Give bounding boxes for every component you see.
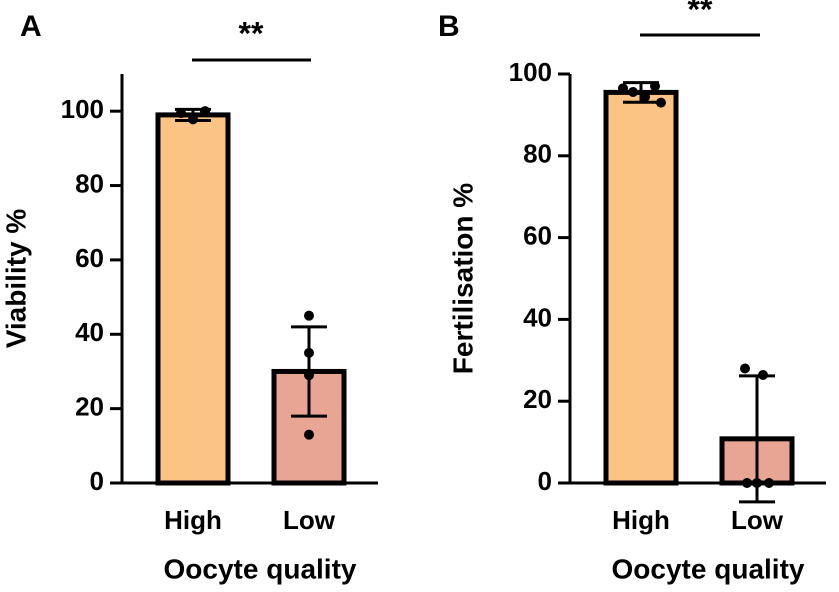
y-tick-label: 80 — [75, 168, 104, 198]
data-point — [628, 86, 638, 97]
data-point — [764, 478, 774, 488]
x-tick-label: High — [164, 505, 222, 535]
data-point — [176, 108, 186, 119]
y-tick-label: 40 — [523, 302, 552, 332]
y-tick-label: 20 — [523, 384, 552, 414]
x-axis-label: Oocyte quality — [612, 553, 805, 584]
x-tick-label: High — [612, 505, 670, 535]
data-point — [752, 478, 762, 488]
panel-label: A — [20, 10, 42, 43]
data-point — [304, 429, 314, 440]
y-axis-label: Viability % — [0, 209, 31, 349]
significance-label: ** — [239, 15, 264, 51]
y-tick-label: 100 — [61, 94, 104, 124]
data-point — [650, 81, 660, 92]
data-point — [304, 347, 314, 358]
x-tick-label: Low — [283, 505, 336, 535]
data-point — [304, 370, 314, 381]
y-tick-label: 0 — [90, 466, 104, 496]
y-tick-label: 0 — [538, 466, 552, 496]
data-point — [742, 478, 752, 488]
y-tick-label: 60 — [523, 220, 552, 250]
data-point — [200, 106, 210, 117]
bar — [603, 89, 679, 486]
data-point — [640, 91, 650, 102]
data-point — [188, 114, 198, 125]
y-tick-label: 60 — [75, 243, 104, 273]
y-tick-label: 100 — [509, 57, 552, 87]
data-point — [758, 370, 768, 381]
x-tick-label: Low — [731, 505, 784, 535]
significance-label: ** — [688, 0, 713, 27]
data-point — [740, 363, 750, 374]
bar — [155, 112, 231, 486]
y-tick-label: 20 — [75, 392, 104, 422]
x-axis-label: Oocyte quality — [164, 553, 357, 584]
data-point — [618, 83, 628, 94]
data-point — [656, 97, 666, 108]
data-point — [304, 310, 314, 321]
panel-label: B — [438, 10, 460, 43]
y-tick-label: 80 — [523, 139, 552, 169]
y-tick-label: 40 — [75, 317, 104, 347]
y-axis-label: Fertilisation % — [447, 183, 478, 374]
